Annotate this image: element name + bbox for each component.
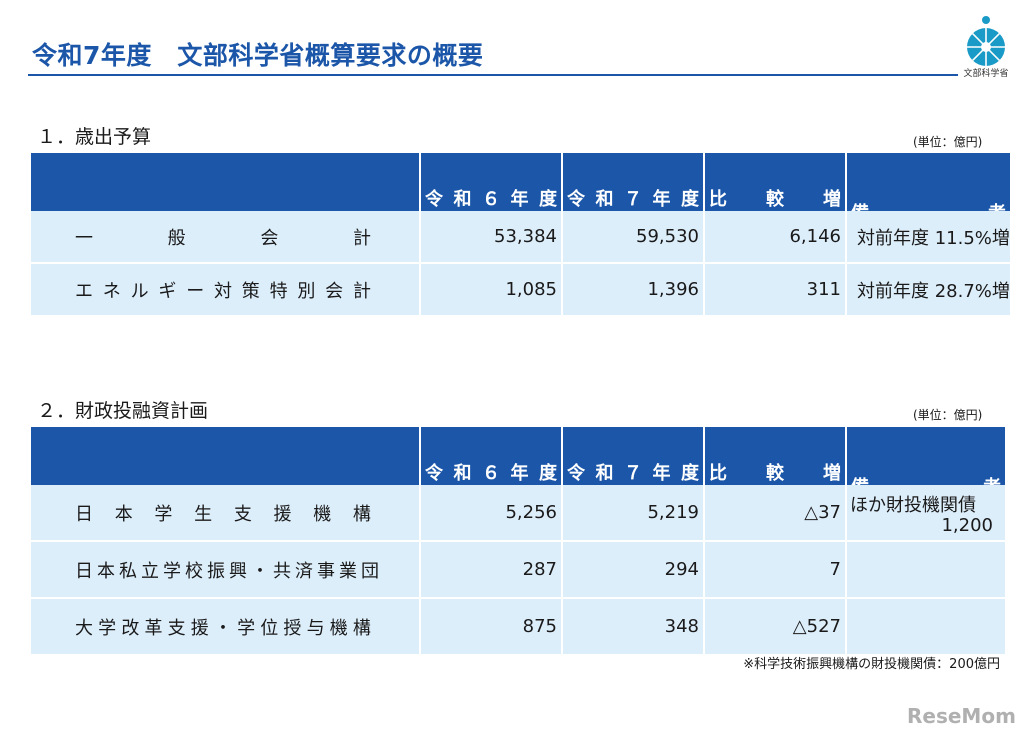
section2-unit: (単位：億円) (913, 408, 983, 422)
row-value-prev: 287 (421, 542, 563, 599)
row-label: エネルギー対策特別会計 (31, 264, 421, 317)
ministry-logo (963, 14, 1009, 84)
header-blank (31, 153, 421, 211)
row-value-this: 59,530 (563, 211, 705, 264)
row-label: 日本学生支援機構 (31, 485, 421, 542)
watermark-logo: ReseMom (907, 704, 1016, 728)
header-remarks: 備考 (851, 199, 1006, 211)
row-value-diff: △37 (705, 485, 847, 542)
footnote: ※科学技術振興機構の財投機関債：200億円 (743, 657, 1000, 672)
row-value-diff: 311 (705, 264, 847, 317)
row-note (847, 542, 1005, 599)
row-value-prev: 875 (421, 599, 563, 656)
row-value-diff: 6,146 (705, 211, 847, 264)
header-blank (31, 427, 421, 485)
row-value-this: 1,396 (563, 264, 705, 317)
section1-unit: (単位：億円) (913, 135, 983, 149)
section1-title: １．歳出予算 (37, 126, 152, 148)
header-diff: 比較増 (709, 463, 841, 484)
page-title: 令和7年度 文部科学省概算要求の概要 (32, 41, 484, 70)
row-value-prev: 53,384 (421, 211, 563, 264)
row-note (847, 599, 1005, 656)
title-underline (28, 74, 958, 76)
table-row: 日本私立学校振興・共済事業団 287 294 7 (31, 542, 1005, 599)
row-label: 大学改革支援・学位授与機構 (31, 599, 421, 656)
row-value-prev: 5,256 (421, 485, 563, 542)
row-note: 対前年度 28.7%増 (847, 264, 1010, 317)
table-row: 一般会計 53,384 59,530 6,146 対前年度 11.5%増 (31, 211, 1010, 264)
row-value-diff: 7 (705, 542, 847, 599)
row-value-this: 5,219 (563, 485, 705, 542)
row-value-this: 348 (563, 599, 705, 656)
row-note-line2: 1,200 (941, 515, 993, 536)
row-value-prev: 1,085 (421, 264, 563, 317)
row-value-diff: △527 (705, 599, 847, 656)
header-remarks: 備考 (851, 473, 1001, 485)
row-note: 対前年度 11.5%増 (847, 211, 1010, 264)
table-header-row: 令和６年度予算額 令和７年度要求・要望額 比較増△減額 備考 (31, 153, 1010, 211)
section2-title: ２．財政投融資計画 (37, 400, 209, 422)
row-label: 一般会計 (31, 211, 421, 264)
row-note: ほか財投機関債 1,200 (847, 485, 1005, 542)
table-row: 日本学生支援機構 5,256 5,219 △37 ほか財投機関債 1,200 (31, 485, 1005, 542)
row-label: 日本私立学校振興・共済事業団 (31, 542, 421, 599)
table-header-row: 令和６年度計画額 令和７年度要求額 比較増△減額 備考 (31, 427, 1005, 485)
header-diff: 比較増 (709, 189, 841, 210)
table-row: 大学改革支援・学位授与機構 875 348 △527 (31, 599, 1005, 656)
row-value-this: 294 (563, 542, 705, 599)
row-note-line1: ほか財投機関債 (850, 495, 976, 516)
logo-text: 文部科学省 (963, 69, 1009, 79)
table-row: エネルギー対策特別会計 1,085 1,396 311 対前年度 28.7%増 (31, 264, 1010, 317)
